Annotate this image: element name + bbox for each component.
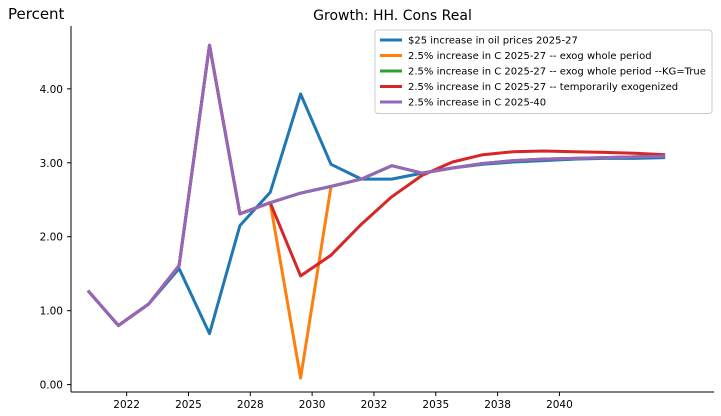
x-tick-label: 2028 (237, 399, 264, 411)
y-tick-label: 0.00 (40, 380, 63, 392)
legend: $25 increase in oil prices 2025-27 2.5% i… (374, 29, 713, 114)
x-tick-label: 2032 (361, 399, 388, 411)
y-axis-unit-label: Percent (8, 5, 65, 23)
series-line-1 (86, 92, 666, 336)
x-tick-label: 2038 (484, 399, 511, 411)
legend-label: 2.5% increase in C 2025-27 -- exog whole… (408, 51, 652, 62)
axes: 0.00 1.00 2.00 3.00 4.00 2022 2025 2028 2030 2032… (40, 26, 714, 411)
chart-title: Growth: HH. Cons Real (313, 8, 472, 24)
x-tick-label: 2022 (113, 399, 140, 411)
legend-box (374, 29, 713, 114)
x-tick-label: 2030 (299, 399, 326, 411)
x-tick-label: 2035 (422, 399, 449, 411)
series-lines (86, 43, 666, 380)
legend-label: 2.5% increase in C 2025-27 -- exog whole… (408, 67, 706, 78)
y-tick-label: 1.00 (40, 306, 63, 318)
legend-label: 2.5% increase in C 2025-27 -- temporaril… (408, 82, 678, 93)
y-tick-label: 4.00 (40, 84, 63, 96)
x-tick-label: 2040 (546, 399, 573, 411)
y-tick-label: 3.00 (40, 158, 63, 170)
x-tick-label: 2025 (175, 399, 202, 411)
legend-label: $25 increase in oil prices 2025-27 (408, 36, 578, 47)
y-tick-label: 2.00 (40, 232, 63, 244)
legend-label: 2.5% increase in C 2025-40 (408, 98, 546, 109)
series-line-5 (86, 43, 666, 327)
